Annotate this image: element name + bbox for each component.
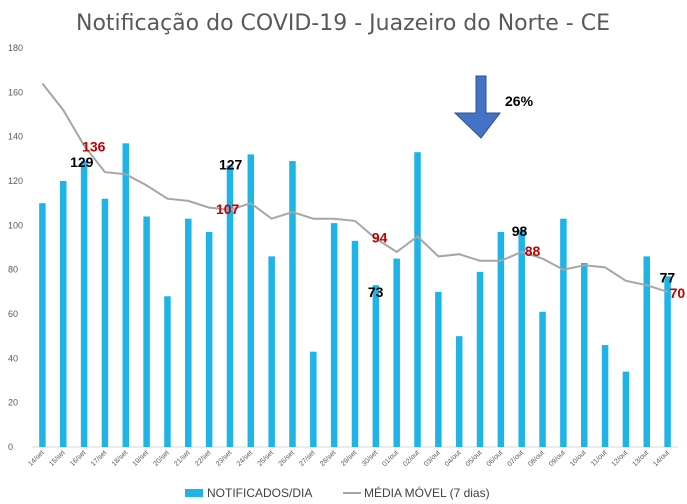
bar: [185, 218, 192, 447]
bar: [39, 203, 46, 447]
x-tick-label: 12/out: [611, 449, 630, 468]
bar: [393, 258, 400, 447]
bar: [80, 161, 88, 448]
bar: [664, 276, 671, 447]
bar: [268, 256, 275, 447]
annotation-black: 73: [368, 284, 384, 300]
y-tick-label: 20: [8, 398, 18, 408]
x-tick-label: 14/set: [27, 449, 45, 467]
x-tick-label: 13/out: [631, 449, 650, 468]
chart-title: Notificação do COVID-19 - Juazeiro do No…: [76, 11, 610, 36]
y-tick-label: 40: [8, 353, 18, 363]
x-tick-label: 22/set: [194, 449, 212, 467]
x-tick-label: 04/out: [444, 449, 463, 468]
x-tick-label: 09/out: [548, 449, 567, 468]
bar: [601, 345, 609, 447]
legend: NOTIFICADOS/DIA MÉDIA MÓVEL (7 dias): [185, 485, 490, 500]
bar: [476, 271, 484, 447]
x-tick-label: 24/set: [236, 449, 254, 467]
x-tick-label: 10/out: [569, 449, 588, 468]
bar: [518, 229, 525, 447]
annotation-red: 70: [670, 285, 686, 301]
bar: [289, 161, 296, 448]
y-tick-label: 140: [8, 132, 23, 142]
y-tick-label: 180: [8, 43, 23, 53]
x-tick-label: 25/set: [257, 449, 275, 467]
y-tick-label: 80: [8, 265, 18, 275]
y-tick-label: 0: [8, 442, 13, 452]
bar: [580, 263, 588, 447]
x-tick-label: 28/set: [319, 449, 337, 467]
annotation-black: 77: [660, 269, 676, 285]
x-tick-label: 17/set: [90, 449, 108, 467]
y-axis: 0 20 40 60 80 100 120 140 160 180: [8, 43, 23, 452]
bar: [205, 231, 213, 447]
x-tick-label: 01/out: [381, 449, 400, 468]
bar: [226, 165, 234, 447]
bar: [310, 351, 317, 447]
x-tick-label: 16/set: [69, 449, 87, 467]
bar: [497, 231, 505, 447]
bar: [643, 256, 650, 447]
bar: [247, 154, 255, 447]
bar: [122, 143, 130, 448]
bar: [143, 216, 150, 447]
x-tick-label: 08/out: [527, 449, 546, 468]
annotation-red: 94: [372, 230, 388, 246]
y-tick-label: 120: [8, 176, 23, 186]
annotation-red: 107: [216, 201, 240, 217]
annotation-black: 98: [512, 223, 528, 239]
y-tick-label: 160: [8, 87, 23, 97]
bar: [330, 223, 338, 447]
x-tick-label: 14/out: [652, 449, 671, 468]
bar: [101, 198, 109, 447]
y-tick-label: 100: [8, 220, 23, 230]
x-tick-label: 20/set: [152, 449, 170, 467]
annotation-black: 127: [219, 156, 243, 172]
x-tick-label: 29/set: [340, 449, 358, 467]
bar: [455, 336, 463, 447]
bar: [539, 311, 546, 447]
legend-swatch-bars: [185, 489, 203, 497]
x-tick-label: 18/set: [111, 449, 129, 467]
bar: [560, 218, 567, 447]
x-tick-label: 11/out: [590, 449, 608, 467]
arrow-label: 26%: [505, 93, 534, 109]
legend-label-line: MÉDIA MÓVEL (7 dias): [364, 485, 490, 500]
x-tick-label: 30/set: [361, 449, 379, 467]
moving-average-line: [41, 82, 668, 293]
x-tick-label: 02/out: [402, 449, 421, 468]
bar: [435, 291, 442, 447]
x-tick-label: 19/set: [132, 449, 150, 467]
x-tick-label: 21/set: [173, 449, 191, 467]
legend-label-bars: NOTIFICADOS/DIA: [207, 486, 312, 500]
x-tick-label: 27/set: [298, 449, 316, 467]
bar: [164, 296, 171, 447]
x-tick-label: 23/set: [215, 449, 233, 467]
annotation-black: 129: [70, 154, 94, 170]
bar: [372, 285, 380, 447]
y-tick-label: 60: [8, 309, 18, 319]
bar: [351, 240, 359, 447]
x-tick-label: 07/out: [506, 449, 525, 468]
x-tick-label: 03/out: [423, 449, 442, 468]
annotation-red: 88: [525, 243, 541, 259]
bar: [60, 181, 67, 447]
x-tick-label: 26/set: [277, 449, 295, 467]
x-tick-label: 06/out: [486, 449, 505, 468]
bar: [622, 371, 630, 447]
bar: [414, 152, 421, 447]
x-tick-label: 15/set: [48, 449, 66, 467]
down-arrow-icon: [453, 75, 502, 139]
trend-arrow: 26%: [453, 75, 534, 139]
bar-series: [39, 143, 671, 448]
x-axis: 14/set 15/set 16/set 17/set 18/set 19/set 20/s…: [27, 449, 671, 468]
annotation-red: 136: [82, 139, 106, 155]
x-tick-label: 05/out: [465, 449, 484, 468]
